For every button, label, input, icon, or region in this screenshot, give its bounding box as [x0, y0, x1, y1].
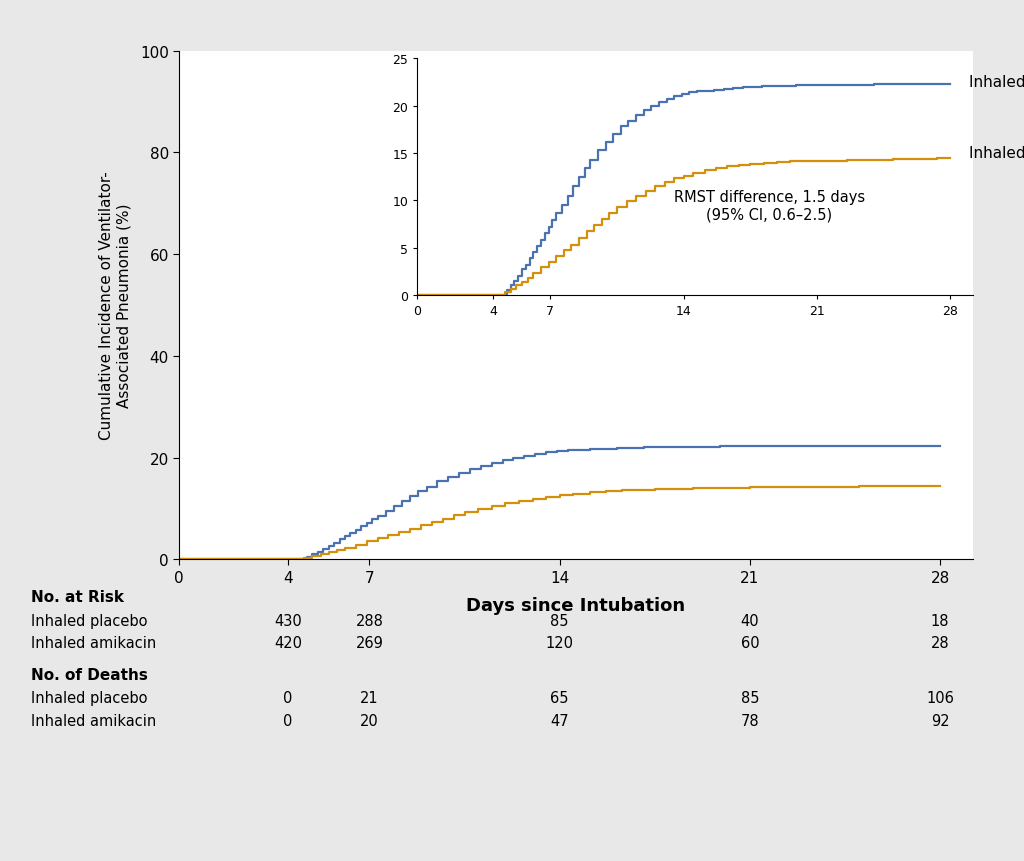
Text: 269: 269: [355, 635, 383, 650]
Y-axis label: Cumulative Incidence of Ventilator-
Associated Pneumonia (%): Cumulative Incidence of Ventilator- Asso…: [99, 171, 131, 440]
Text: Inhaled placebo: Inhaled placebo: [31, 613, 147, 628]
Text: 47: 47: [550, 713, 569, 728]
Text: 40: 40: [740, 613, 759, 628]
Text: 85: 85: [551, 613, 569, 628]
Text: 0: 0: [284, 713, 293, 728]
Text: RMST difference, 1.5 days
(95% CI, 0.6–2.5): RMST difference, 1.5 days (95% CI, 0.6–2…: [674, 189, 865, 222]
Text: 20: 20: [360, 713, 379, 728]
X-axis label: Days since Intubation: Days since Intubation: [467, 596, 685, 614]
Text: 60: 60: [740, 635, 759, 650]
Text: Inhaled amikacin: Inhaled amikacin: [969, 146, 1024, 161]
Text: 420: 420: [273, 635, 302, 650]
Text: 0: 0: [284, 691, 293, 705]
Text: No. at Risk: No. at Risk: [31, 590, 124, 604]
Text: 430: 430: [274, 613, 302, 628]
Text: Inhaled placebo: Inhaled placebo: [31, 691, 147, 705]
Text: 18: 18: [931, 613, 949, 628]
Text: 288: 288: [355, 613, 383, 628]
Text: 120: 120: [546, 635, 573, 650]
Text: Inhaled amikacin: Inhaled amikacin: [31, 713, 156, 728]
Text: 106: 106: [927, 691, 954, 705]
Text: Inhaled placebo: Inhaled placebo: [969, 76, 1024, 90]
Text: 78: 78: [740, 713, 759, 728]
Text: Inhaled amikacin: Inhaled amikacin: [31, 635, 156, 650]
Text: No. of Deaths: No. of Deaths: [31, 667, 147, 682]
Text: 85: 85: [740, 691, 759, 705]
Text: 21: 21: [360, 691, 379, 705]
Text: 92: 92: [931, 713, 949, 728]
Text: 28: 28: [931, 635, 949, 650]
Text: 65: 65: [551, 691, 569, 705]
